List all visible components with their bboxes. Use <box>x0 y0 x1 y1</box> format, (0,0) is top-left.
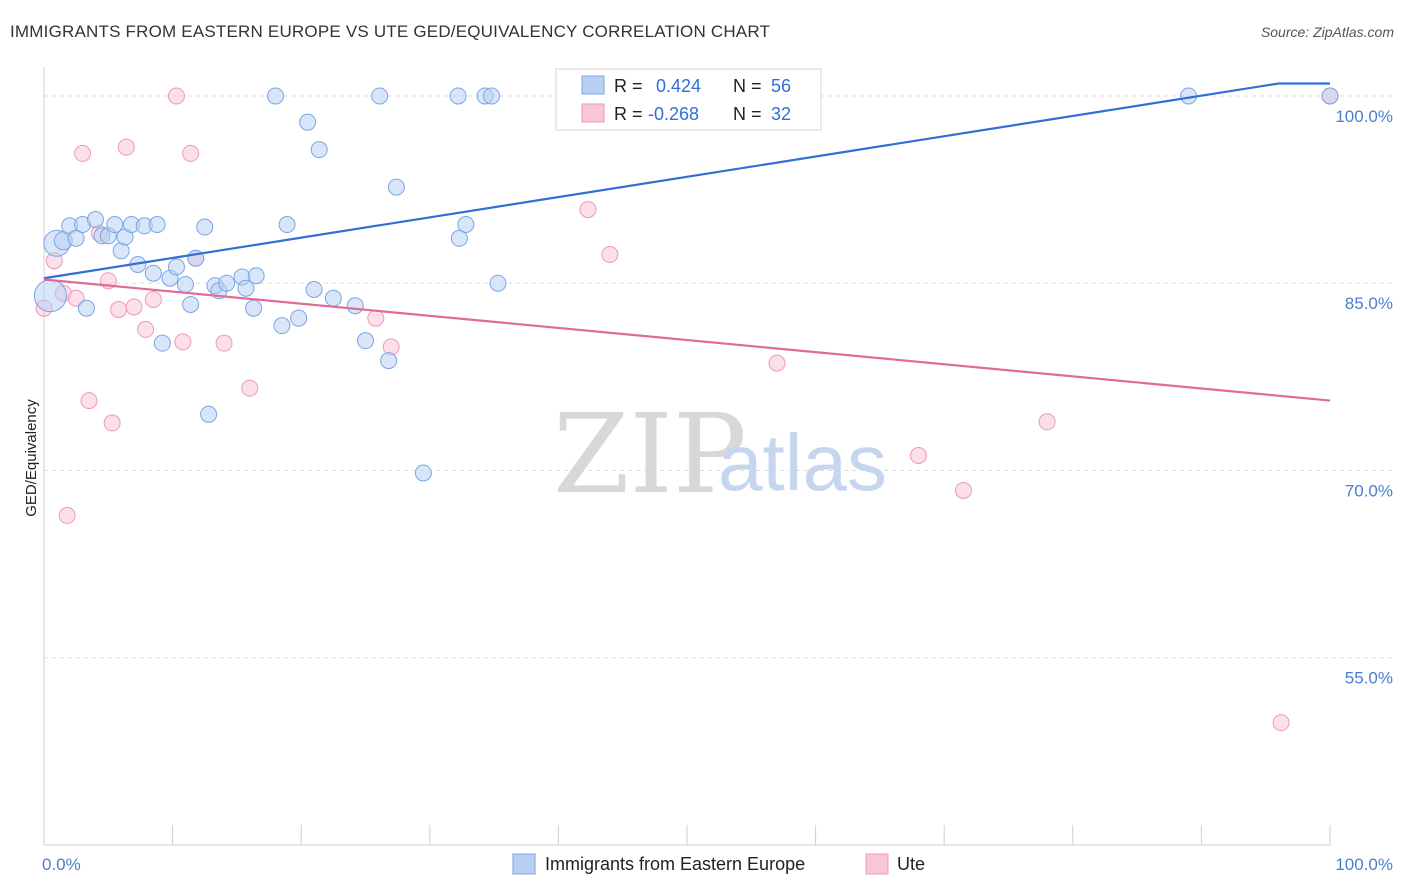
ute-point-28 <box>954 481 972 499</box>
watermark: ZIP atlas <box>553 390 887 518</box>
ute-point-13 <box>137 320 155 338</box>
ute-point-9 <box>103 414 121 432</box>
eastern-europe-point-22 <box>182 295 200 313</box>
eastern-europe-point-41 <box>346 297 364 315</box>
x-tick-labels: 0.0% 100.0% <box>42 855 1393 874</box>
eastern-europe-point-48 <box>450 229 468 247</box>
eastern-europe-point-55 <box>1321 87 1339 105</box>
grid-lines <box>44 95 1394 659</box>
ute-point-10 <box>110 300 128 318</box>
trend-lines <box>43 82 1331 402</box>
legend-n-value-pink: 32 <box>771 104 791 124</box>
x-tick-label-0: 0.0% <box>42 855 81 874</box>
eastern-europe-point-16 <box>144 264 162 282</box>
series-legend: Immigrants from Eastern Europe Ute <box>512 853 925 875</box>
ute-point-11 <box>117 138 135 156</box>
watermark-atlas: atlas <box>718 418 887 507</box>
ute-point-14 <box>144 290 162 308</box>
legend-r-label-pink: R = <box>614 104 643 124</box>
trend-line-ute <box>43 278 1331 402</box>
eastern-europe-point-36 <box>290 309 308 327</box>
watermark-zip: ZIP <box>553 390 747 518</box>
y-tick-labels: 55.0% 70.0% 85.0% 100.0% <box>1335 107 1393 688</box>
ute-point-12 <box>125 298 143 316</box>
series-legend-label-pink: Ute <box>897 854 925 874</box>
ute-point-19 <box>215 334 233 352</box>
eastern-europe-point-17 <box>148 216 166 234</box>
series-eastern-europe-points <box>33 87 1339 482</box>
eastern-europe-point-10 <box>106 216 124 234</box>
series-legend-swatch-pink <box>865 853 889 875</box>
eastern-europe-point-35 <box>278 216 296 234</box>
eastern-europe-point-20 <box>167 258 185 276</box>
eastern-europe-point-51 <box>483 87 501 105</box>
eastern-europe-point-37 <box>299 113 317 131</box>
ute-point-17 <box>182 144 200 162</box>
eastern-europe-point-31 <box>245 299 263 317</box>
eastern-europe-point-40 <box>324 289 342 307</box>
ute-point-3 <box>58 506 76 524</box>
eastern-europe-point-21 <box>176 275 194 293</box>
eastern-europe-point-6 <box>77 299 95 317</box>
eastern-europe-point-18 <box>153 334 171 352</box>
eastern-europe-point-7 <box>86 211 104 229</box>
trend-line-eastern-europe <box>43 82 1279 280</box>
ute-point-4 <box>67 289 85 307</box>
ute-point-20 <box>241 379 259 397</box>
legend-r-value-blue: 0.424 <box>656 76 701 96</box>
legend-r-label-blue: R = <box>614 76 643 96</box>
eastern-europe-point-43 <box>371 87 389 105</box>
legend-r-value-pink: -0.268 <box>648 104 699 124</box>
source-credit: Source: ZipAtlas.com <box>1260 24 1394 40</box>
ute-point-6 <box>80 392 98 410</box>
ute-point-23 <box>579 201 597 219</box>
ute-point-22 <box>382 338 400 356</box>
axes <box>43 67 1331 846</box>
eastern-europe-point-32 <box>247 267 265 285</box>
eastern-europe-point-42 <box>357 332 374 350</box>
eastern-europe-point-34 <box>273 317 291 335</box>
ute-point-21 <box>367 309 385 327</box>
eastern-europe-point-52 <box>489 274 507 292</box>
eastern-europe-point-49 <box>457 216 475 234</box>
ute-point-24 <box>601 246 619 264</box>
series-legend-label-blue: Immigrants from Eastern Europe <box>545 854 805 874</box>
y-tick-label-2: 85.0% <box>1345 294 1393 313</box>
legend-n-label-pink: N = <box>733 104 762 124</box>
eastern-europe-point-0 <box>33 279 67 313</box>
y-tick-label-1: 70.0% <box>1345 481 1393 500</box>
ute-point-26 <box>768 354 786 372</box>
legend-n-value-blue: 56 <box>771 76 791 96</box>
ute-point-5 <box>74 144 92 162</box>
y-axis-label: GED/Equivalency <box>23 399 40 517</box>
ute-point-30 <box>1272 714 1290 732</box>
eastern-europe-point-28 <box>218 274 236 292</box>
y-tick-label-0: 55.0% <box>1345 669 1393 688</box>
eastern-europe-point-25 <box>200 405 218 423</box>
eastern-europe-point-33 <box>266 87 284 105</box>
eastern-europe-point-46 <box>414 464 432 482</box>
eastern-europe-point-39 <box>310 141 328 159</box>
eastern-europe-point-44 <box>380 352 398 370</box>
ute-point-15 <box>167 87 185 105</box>
legend-swatch-blue <box>581 75 605 95</box>
eastern-europe-point-45 <box>387 178 405 196</box>
series-legend-swatch-blue <box>512 853 536 875</box>
ute-point-29 <box>1038 413 1056 431</box>
legend-n-label-blue: N = <box>733 76 762 96</box>
eastern-europe-point-47 <box>449 87 467 105</box>
y-tick-label-3: 100.0% <box>1335 107 1393 126</box>
ute-point-27 <box>909 447 927 465</box>
chart-title: IMMIGRANTS FROM EASTERN EUROPE VS UTE GE… <box>10 22 771 41</box>
eastern-europe-point-24 <box>196 218 214 236</box>
stats-legend: R = 0.424 N = 56 R = -0.268 N = 32 <box>555 68 822 131</box>
legend-swatch-pink <box>581 103 605 123</box>
eastern-europe-point-38 <box>305 280 323 298</box>
ute-point-16 <box>174 333 192 351</box>
eastern-europe-point-30 <box>237 279 255 297</box>
x-tick-label-1: 100.0% <box>1335 855 1393 874</box>
eastern-europe-point-4 <box>67 229 85 247</box>
